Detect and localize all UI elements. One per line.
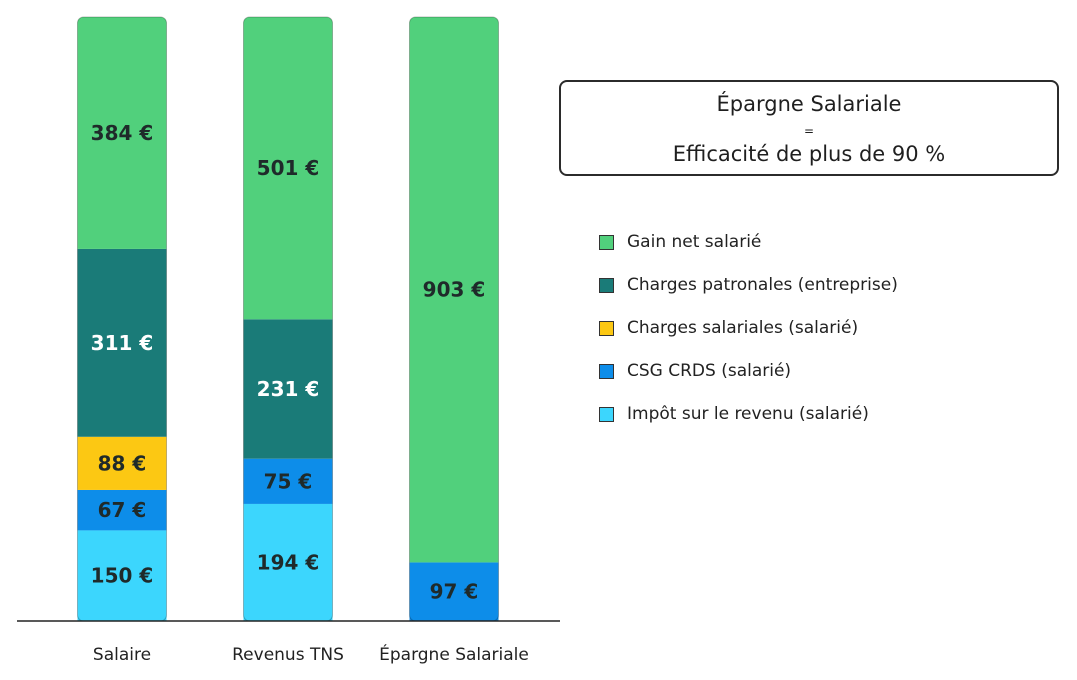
legend-label: Impôt sur le revenu (salarié): [627, 404, 869, 424]
bar-segment: [243, 319, 333, 459]
data-label: 97 €: [430, 580, 479, 604]
legend-swatch: [599, 364, 614, 379]
data-label: 67 €: [98, 498, 147, 522]
category-label: Épargne Salariale: [379, 643, 529, 665]
legend-swatch: [599, 407, 614, 422]
callout-subtitle: Efficacité de plus de 90 %: [672, 142, 946, 166]
legend-item-impot: Impôt sur le revenu (salarié): [599, 402, 1059, 428]
legend-swatch: [599, 321, 614, 336]
data-label: 903 €: [423, 278, 486, 302]
callout-title: Épargne Salariale: [716, 92, 902, 116]
category-label: Salaire: [93, 645, 151, 665]
legend-label: Charges patronales (entreprise): [627, 275, 898, 295]
data-label: 311 €: [91, 331, 154, 355]
bar-group: [409, 16, 499, 622]
bar-group: [77, 16, 167, 622]
legend-swatch: [599, 235, 614, 250]
callout-equals: =: [803, 124, 815, 138]
legend-item-charges-patronales: Charges patronales (entreprise): [599, 273, 1059, 299]
data-label: 150 €: [91, 564, 154, 588]
bar-segment: [77, 489, 167, 531]
data-label: 194 €: [257, 550, 320, 574]
bar-segment: [243, 458, 333, 504]
legend-label: Charges salariales (salarié): [627, 318, 859, 338]
bar-segment: [77, 248, 167, 437]
bar-segment: [409, 17, 499, 563]
legend-item-charges-salariales: Charges salariales (salarié): [599, 316, 1059, 342]
legend-item-csg-crds: CSG CRDS (salarié): [599, 359, 1059, 385]
legend-label: CSG CRDS (salarié): [627, 361, 792, 381]
legend-label: Gain net salarié: [627, 232, 762, 252]
legend-swatch: [599, 278, 614, 293]
data-label: 501 €: [257, 156, 320, 180]
bar-segment: [77, 436, 167, 490]
bar-segment: [243, 503, 333, 621]
efficiency-callout-box: Épargne Salariale = Efficacité de plus d…: [559, 80, 1059, 176]
bar-segment: [77, 17, 167, 249]
category-label: Revenus TNS: [232, 645, 344, 665]
data-label: 384 €: [91, 121, 154, 145]
legend-item-gain-net: Gain net salarié: [599, 230, 1059, 256]
data-label: 231 €: [257, 377, 320, 401]
bar-segment: [77, 530, 167, 621]
bar-segment: [243, 17, 333, 320]
data-label: 88 €: [98, 451, 147, 475]
data-label: 75 €: [264, 469, 313, 493]
bar-segment: [409, 562, 499, 621]
bar-group: [243, 16, 333, 622]
